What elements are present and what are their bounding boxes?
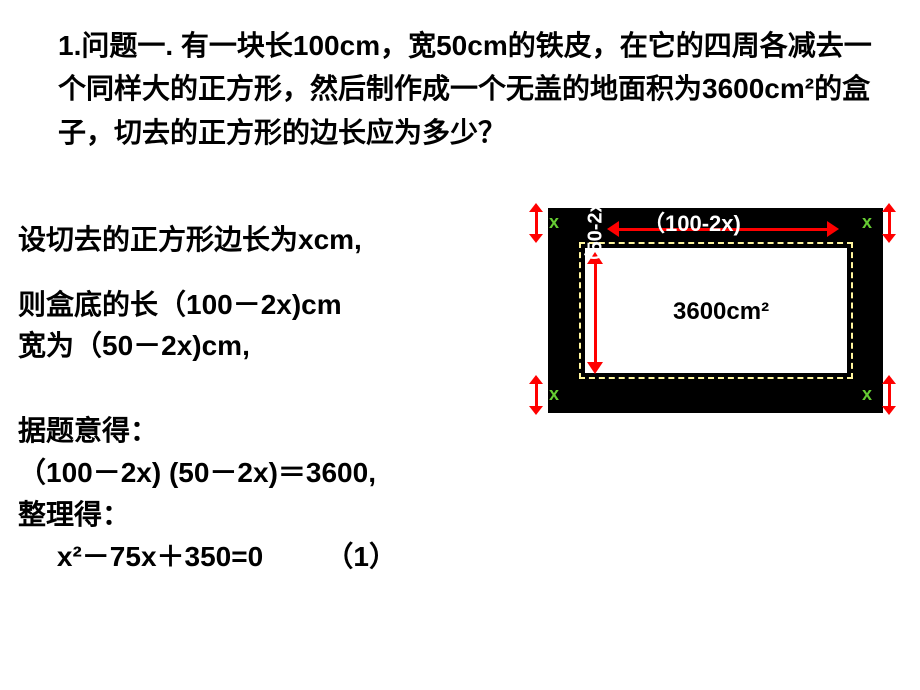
- solution-step-1: 设切去的正方形边长为xcm,: [18, 218, 362, 258]
- x-label: x: [862, 212, 872, 233]
- arrow-down-icon: [529, 234, 543, 243]
- arrow-down-icon: [529, 406, 543, 415]
- box-diagram: （100-2x) （50-2x) x x x x 3600cm²: [523, 198, 908, 428]
- arrow-down-icon: [882, 406, 896, 415]
- corner-top-right-dim: x: [878, 204, 910, 242]
- solution-step-3: 据题意得： （100－2x) (50－2x)＝3600, 整理得： x²－75x…: [18, 410, 397, 578]
- step3-line3: 整理得：: [18, 499, 130, 530]
- x-label: x: [549, 212, 559, 233]
- x-label: x: [862, 384, 872, 405]
- step2-line1: 则盒底的长（100－2x)cm: [18, 289, 342, 320]
- arrow-right-icon: [827, 221, 839, 237]
- corner-top-left-dim: x: [525, 204, 557, 242]
- step3-line4: x²－75x＋350=0 （1）: [18, 541, 397, 572]
- step3-line1: 据题意得：: [18, 415, 158, 446]
- dim-line: [888, 209, 891, 237]
- step2-line2: 宽为（50－2x)cm,: [18, 330, 250, 361]
- arrow-down-icon: [882, 234, 896, 243]
- top-dimension-label: （100-2x): [643, 206, 741, 238]
- left-dimension-label: （50-2x): [579, 195, 608, 273]
- step3-line2: （100－2x) (50－2x)＝3600,: [18, 457, 376, 488]
- arrow-down-icon: [587, 362, 603, 374]
- dim-line: [535, 381, 538, 409]
- dim-line: [888, 381, 891, 409]
- corner-bottom-right-dim: x: [878, 376, 910, 414]
- dim-line: [535, 209, 538, 237]
- area-label: 3600cm²: [673, 298, 769, 326]
- corner-bottom-left-dim: x: [525, 376, 557, 414]
- dim-line: [594, 260, 597, 366]
- solution-step-2: 则盒底的长（100－2x)cm 宽为（50－2x)cm,: [18, 285, 342, 366]
- problem-statement: 1.问题一. 有一块长100cm，宽50cm的铁皮，在它的四周各减去一个同样大的…: [58, 24, 888, 154]
- x-label: x: [549, 384, 559, 405]
